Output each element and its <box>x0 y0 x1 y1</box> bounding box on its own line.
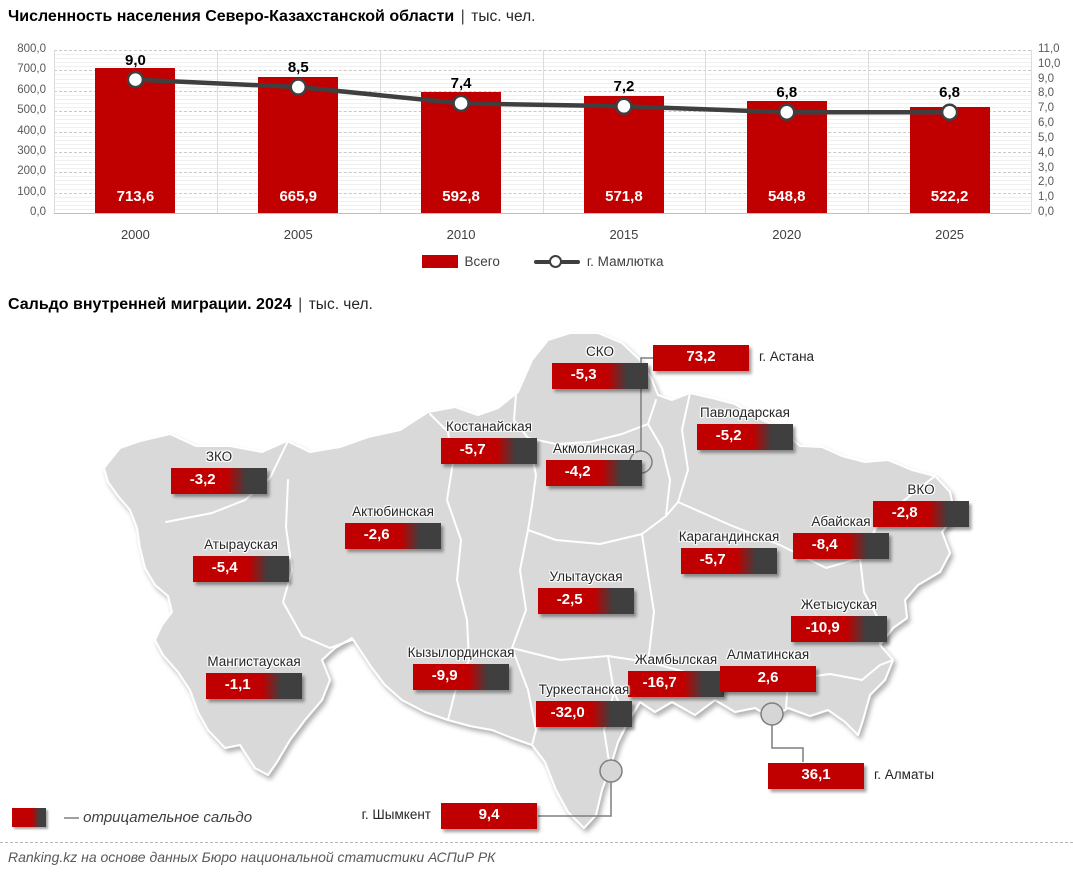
kazakhstan-outline <box>103 332 956 829</box>
bar: 571,8 <box>583 96 664 213</box>
y-axis-right-tick: 8,0 <box>1038 87 1054 100</box>
footer-divider <box>0 842 1073 843</box>
shymkent-marker <box>599 759 623 783</box>
plot-vertical-line <box>542 50 544 213</box>
y-axis-right-tick: 11,0 <box>1038 43 1060 55</box>
y-axis-right-tick: 2,0 <box>1038 176 1054 189</box>
title-separator: | <box>298 296 303 313</box>
bar-value-label: 522,2 <box>930 187 969 205</box>
x-axis-label: 2025 <box>935 227 965 242</box>
y-axis-left-tick: 200,0 <box>17 165 46 178</box>
x-axis-label: 2005 <box>283 227 313 242</box>
line-legend-swatch <box>533 254 580 269</box>
x-axis-label: 2020 <box>772 227 802 242</box>
population-chart: 800,0 700,0 600,0 500,0 400,0 300,0 200,0 100,0… <box>0 0 1073 290</box>
bar-value-label: 571,8 <box>605 187 643 205</box>
chart-legend-label: г. Мамлютка <box>586 254 664 269</box>
bar-value-label: 713,6 <box>116 187 155 205</box>
migration-map-title: Сальдо внутренней миграции. 2024 | тыс. … <box>8 296 373 314</box>
y-axis-left-tick: 100,0 <box>17 185 46 198</box>
y-axis-right-tick: 1,0 <box>1038 191 1054 204</box>
map-legend: — отрицательное сальдо <box>12 808 252 827</box>
almaty-marker <box>760 702 784 726</box>
plot-vertical-line <box>54 50 55 213</box>
y-axis-right-tick: 6,0 <box>1038 117 1054 130</box>
line-legend-marker-icon <box>548 254 562 268</box>
y-axis-right-tick: 3,0 <box>1038 161 1054 174</box>
astana-connector <box>640 357 653 451</box>
bar: 548,8 <box>746 101 827 213</box>
bar: 713,6 <box>95 67 176 213</box>
x-axis-line <box>54 213 1031 214</box>
population-chart-title: Численность населения Северо-Казахстанск… <box>8 8 535 26</box>
migration-map-title-main: Сальдо внутренней миграции. 2024 <box>8 296 292 313</box>
y-axis-left-tick: 400,0 <box>17 124 46 137</box>
line-value-label: 8,5 <box>287 59 309 77</box>
y-axis-left-tick: 0,0 <box>30 206 46 218</box>
y-axis-left-tick: 600,0 <box>17 83 46 96</box>
line-value-label: 9,0 <box>124 51 146 69</box>
y-axis-left-tick: 800,0 <box>17 43 46 55</box>
plot-vertical-line <box>379 50 381 213</box>
bar: 665,9 <box>258 77 339 213</box>
shymkent-connector <box>538 782 612 817</box>
y-axis-left-tick: 300,0 <box>17 144 46 157</box>
title-separator: | <box>460 8 465 25</box>
bar: 522,2 <box>909 106 990 213</box>
y-axis-right-tick: 4,0 <box>1038 146 1054 159</box>
bar-value-label: 665,9 <box>279 187 318 205</box>
population-chart-title-main: Численность населения Северо-Казахстанск… <box>8 8 455 25</box>
chart-legend-item: г. Мамлютка <box>533 254 664 269</box>
map-legend-text: — отрицательное сальдо <box>64 809 253 826</box>
x-axis-label: 2015 <box>609 227 639 242</box>
x-axis-label: 2000 <box>120 227 150 242</box>
line-value-label: 7,2 <box>613 78 635 96</box>
migration-map-title-units: тыс. чел. <box>308 296 373 313</box>
line-value-label: 6,8 <box>939 84 961 102</box>
x-axis-label: 2010 <box>446 227 476 242</box>
y-axis-right-tick: 9,0 <box>1038 72 1054 85</box>
chart-legend-item: Всего <box>421 254 500 269</box>
line-value-label: 7,4 <box>450 75 472 93</box>
chart-legend: Всего г. Мамлютка <box>54 254 1031 269</box>
y-axis-right-tick: 10,0 <box>1038 57 1061 70</box>
y-axis-right-tick: 0,0 <box>1038 206 1054 218</box>
y-axis-right-tick: 7,0 <box>1038 102 1054 115</box>
bar-value-label: 592,8 <box>442 187 480 205</box>
line-value-label: 6,8 <box>776 84 798 102</box>
y-axis-right-tick: 5,0 <box>1038 131 1054 144</box>
population-chart-title-units: тыс. чел. <box>471 8 536 25</box>
bar-legend-swatch <box>421 255 458 268</box>
plot-vertical-line <box>1031 50 1032 213</box>
bar: 592,8 <box>421 92 502 213</box>
plot-vertical-line <box>216 50 218 213</box>
y-axis-left-tick: 700,0 <box>17 63 46 76</box>
plot-vertical-line <box>705 50 707 213</box>
almaty-connector <box>771 725 804 762</box>
plot-vertical-line <box>868 50 870 213</box>
chart-legend-label: Всего <box>464 254 500 269</box>
negative-badge-swatch <box>12 808 46 827</box>
bar-value-label: 548,8 <box>767 187 806 205</box>
kazakhstan-map <box>103 332 956 829</box>
astana-marker <box>629 450 653 474</box>
y-axis-left-tick: 500,0 <box>17 104 46 117</box>
source-text: Ranking.kz на основе данных Бюро национа… <box>8 849 496 865</box>
